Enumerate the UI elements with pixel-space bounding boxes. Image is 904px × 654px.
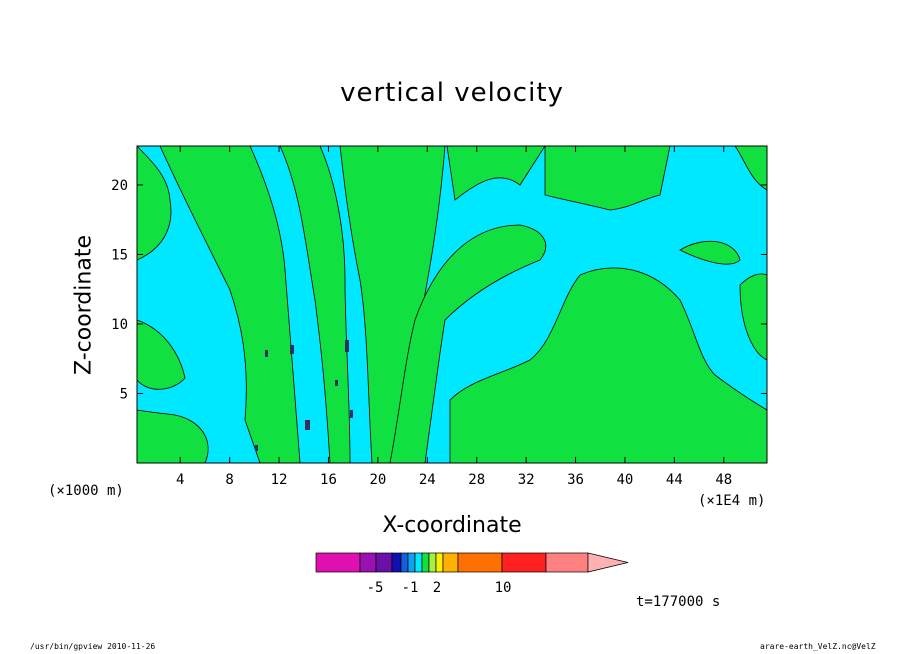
field-strong-region bbox=[335, 380, 338, 386]
field-positive-region bbox=[389, 224, 546, 463]
x-tick-label: 4 bbox=[176, 472, 184, 488]
field-positive-region bbox=[449, 267, 767, 463]
field-positive-region bbox=[137, 146, 172, 261]
x-axis-unit-right: (×1E4 m) bbox=[698, 493, 766, 509]
colorbar-segment bbox=[442, 552, 459, 573]
colorbar-segment bbox=[407, 552, 416, 573]
x-tick-label: 44 bbox=[666, 472, 683, 488]
field-positive-region bbox=[544, 146, 671, 211]
time-label: t=177000 s bbox=[636, 594, 721, 610]
field-positive-region bbox=[159, 146, 301, 463]
colorbar-segment bbox=[391, 552, 402, 573]
colorbar-tick-label: -5 bbox=[367, 580, 384, 596]
x-tick-label: 8 bbox=[225, 472, 233, 488]
plot-frame bbox=[136, 145, 768, 464]
colorbar-segment bbox=[457, 552, 503, 573]
field-strong-region bbox=[255, 445, 258, 451]
colorbar-segment bbox=[315, 552, 361, 573]
field-positive-region bbox=[137, 319, 186, 390]
colorbar-tick-label: 2 bbox=[433, 580, 441, 596]
colorbar-segment bbox=[428, 552, 437, 573]
field-positive-region bbox=[679, 241, 741, 265]
plot-area bbox=[137, 146, 767, 463]
colorbar-segment bbox=[435, 552, 444, 573]
x-tick-label: 48 bbox=[715, 472, 732, 488]
field-strong-region bbox=[305, 420, 310, 430]
colorbar-segment bbox=[501, 552, 547, 573]
colorbar-segment bbox=[359, 552, 377, 573]
colorbar-segment bbox=[421, 552, 430, 573]
y-tick-label: 15 bbox=[111, 247, 128, 263]
field-strong-region bbox=[265, 350, 268, 357]
x-tick-label: 28 bbox=[468, 472, 485, 488]
x-tick-label: 36 bbox=[567, 472, 584, 488]
x-tick-label: 16 bbox=[320, 472, 337, 488]
colorbar-segment bbox=[375, 552, 393, 573]
colorbar-segment bbox=[414, 552, 423, 573]
field-strong-region bbox=[290, 345, 294, 354]
x-axis-label-text: X-coordinate bbox=[382, 513, 522, 538]
field-positive-region bbox=[137, 409, 209, 463]
x-tick-label: 24 bbox=[419, 472, 436, 488]
colorbar-tick-label: 10 bbox=[495, 580, 512, 596]
x-tick-label: 12 bbox=[271, 472, 288, 488]
colorbar-end-arrow bbox=[587, 552, 629, 573]
y-tick-label: 5 bbox=[120, 386, 128, 402]
x-axis-unit-left: (×1000 m) bbox=[48, 483, 124, 499]
field-positive-region bbox=[279, 146, 351, 463]
colorbar-segment bbox=[545, 552, 589, 573]
colorbar: -5 -1 2 10 bbox=[315, 552, 629, 596]
y-tick-label: 10 bbox=[111, 317, 128, 333]
colorbar-segment bbox=[400, 552, 409, 573]
footer-left: /usr/bin/gpview 2010-11-26 bbox=[30, 642, 156, 651]
colorbar-tick-label: -1 bbox=[402, 580, 419, 596]
field-strong-region bbox=[350, 410, 353, 418]
x-tick-label: 32 bbox=[518, 472, 535, 488]
y-tick-label: 20 bbox=[111, 178, 128, 194]
field-positive-region bbox=[734, 146, 767, 191]
x-axis-label: X-coordinate bbox=[0, 513, 904, 538]
footer-right: arare-earth_VelZ.nc@VelZ bbox=[760, 642, 876, 651]
chart-title: vertical velocity bbox=[340, 78, 564, 108]
field-strong-region bbox=[345, 340, 349, 352]
x-tick-label: 40 bbox=[617, 472, 634, 488]
field-positive-region bbox=[446, 146, 546, 201]
x-tick-label: 20 bbox=[369, 472, 386, 488]
